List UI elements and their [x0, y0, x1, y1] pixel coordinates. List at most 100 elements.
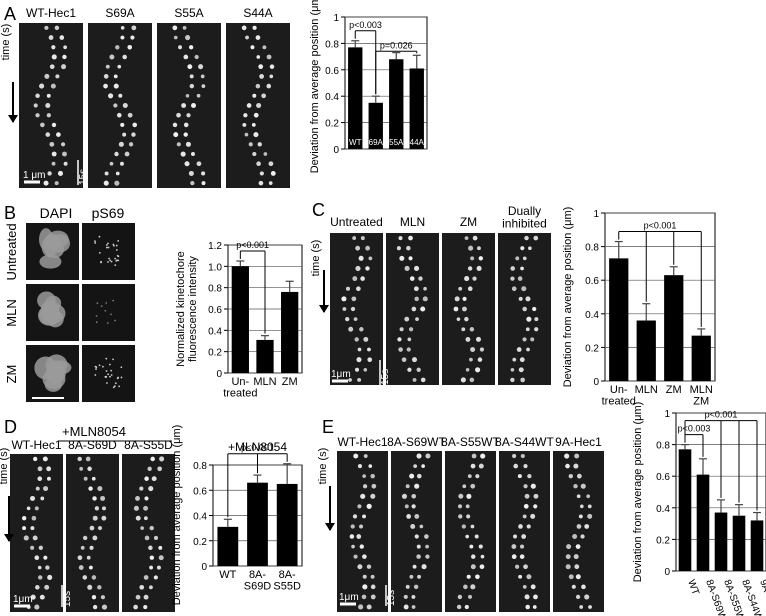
kymograph-label: 8A-S69WT — [387, 435, 446, 449]
kinetochore-spot — [407, 367, 412, 372]
kinetochore-spot — [521, 286, 527, 292]
kinetochore-spot — [122, 102, 128, 109]
kinetochore-spot — [55, 74, 60, 79]
y-tick-label: 0.6 — [208, 305, 222, 316]
kinetochore-dot — [94, 242, 97, 244]
kinetochore-dot — [114, 382, 117, 385]
kinetochore-spot — [342, 307, 347, 311]
kinetochore-spot — [266, 54, 272, 60]
kinetochore-dot — [94, 240, 96, 243]
kinetochore-spot — [356, 534, 362, 539]
kinetochore-spot — [514, 564, 520, 569]
significance-label: p<0.001 — [705, 410, 738, 420]
y-tick-label: 1 — [333, 13, 339, 24]
kinetochore-spot — [178, 45, 183, 50]
kinetochore-spot — [458, 493, 464, 499]
kinetochore-spot — [101, 515, 107, 521]
kinetochore-spot — [357, 504, 362, 509]
kinetochore-spot — [409, 574, 414, 579]
kinetochore-spot — [478, 256, 483, 261]
kinetochore-spot — [352, 514, 358, 519]
kinetochore-spot — [33, 456, 38, 462]
y-tick-label: 0.4 — [656, 504, 670, 515]
kinetochore-spot — [51, 122, 57, 128]
kinetochore-spot — [530, 483, 536, 489]
kinetochore-spot — [245, 35, 249, 40]
kinetochore-spot — [520, 544, 525, 549]
column-label: pS69 — [92, 205, 125, 221]
kinetochore-spot — [467, 266, 473, 271]
bar-chart: 0 0.2 0.4 0.6 0.8 1 Deviation from average pos… — [562, 207, 716, 408]
kinetochore-spot — [124, 151, 130, 157]
kinetochore-spot — [92, 535, 98, 541]
kinetochore-spot — [564, 453, 570, 459]
y-tick-label: 0.2 — [656, 535, 670, 546]
kinetochore-spot — [370, 584, 376, 590]
kymograph — [442, 233, 495, 385]
y-axis-label: Deviation from average position (μm) — [309, 0, 321, 173]
kinetochore-spot — [91, 476, 96, 481]
kinetochore-spot — [256, 161, 261, 167]
kinetochore-spot — [518, 574, 523, 579]
bar-chart: 0 0.2 0.4 0.6 0.8 1.0 1.2 Normalized kinetochor… — [175, 240, 303, 400]
kinetochore-spot — [411, 493, 417, 499]
kinetochore-spot — [118, 141, 124, 147]
kinetochore-spot — [131, 132, 136, 137]
kinetochore-spot — [182, 25, 187, 30]
kinetochore-spot — [479, 564, 485, 570]
kinetochore-spot — [411, 594, 416, 599]
y-tick-label: 1 — [664, 409, 670, 420]
kinetochore-spot — [419, 524, 424, 529]
kinetochore-spot — [258, 64, 264, 70]
kinetochore-spot — [367, 347, 371, 352]
kinetochore-spot — [405, 584, 410, 589]
kinetochore-dot — [94, 365, 97, 368]
kinetochore-spot — [103, 83, 108, 89]
bar — [691, 335, 711, 381]
kinetochore-spot — [580, 534, 585, 539]
kinetochore-spot — [510, 367, 515, 372]
y-tick-label: 0.2 — [585, 343, 599, 354]
kinetochore-spot — [43, 180, 49, 186]
kinetochore-dot — [100, 305, 103, 308]
kymograph — [10, 454, 63, 612]
kinetochore-spot — [475, 574, 480, 580]
kinetochore-spot — [574, 564, 580, 570]
kinetochore-spot — [23, 535, 29, 541]
row-label: ZM — [4, 365, 19, 384]
kinetochore-spot — [534, 327, 539, 332]
kinetochore-spot — [87, 466, 92, 472]
kinetochore-spot — [534, 317, 539, 322]
scale-bar-time-label: 15s — [380, 369, 391, 385]
kinetochore-spot — [120, 26, 125, 30]
kymograph-label: Dually inhibited — [502, 204, 547, 231]
kinetochore-dot — [117, 376, 120, 379]
kinetochore-spot — [524, 235, 529, 241]
kinetochore-spot — [253, 112, 259, 118]
bar — [609, 258, 629, 381]
kinetochore-dot — [108, 363, 111, 366]
kinetochore-spot — [151, 476, 157, 482]
kinetochore-spot — [109, 54, 115, 60]
y-tick-label: 0.6 — [325, 66, 339, 77]
kinetochore-spot — [404, 265, 410, 272]
kinetochore-spot — [341, 296, 347, 302]
y-tick-label: 0 — [664, 567, 670, 578]
kinetochore-spot — [568, 574, 574, 580]
kinetochore-spot — [86, 555, 91, 560]
kinetochore-spot — [527, 474, 532, 479]
kinetochore-spot — [187, 64, 193, 70]
kinetochore-spot — [176, 112, 181, 118]
bar — [256, 339, 274, 373]
kinetochore-spot — [139, 486, 144, 491]
chromosome-blob — [45, 362, 66, 384]
kymograph — [553, 451, 604, 612]
kinetochore-spot — [128, 142, 134, 147]
kinetochore-dot — [112, 386, 115, 389]
kinetochore-spot — [416, 554, 421, 559]
kinetochore-dot — [114, 319, 117, 322]
kinetochore-spot — [469, 357, 473, 362]
bar — [714, 512, 728, 571]
kinetochore-spot — [35, 585, 40, 590]
category-label: ZM — [666, 384, 682, 396]
